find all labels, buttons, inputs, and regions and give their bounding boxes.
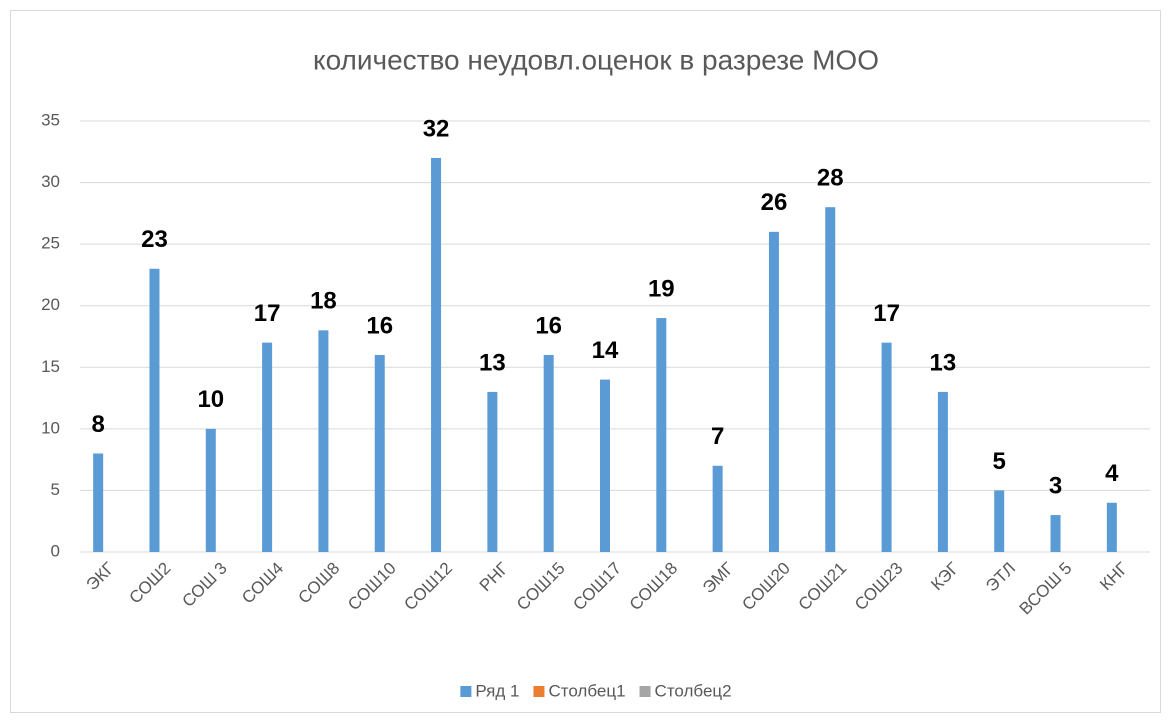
bar — [1050, 515, 1061, 552]
bar — [937, 391, 948, 552]
data-label: 16 — [366, 312, 393, 339]
bar — [600, 379, 610, 552]
y-tick-label: 0 — [51, 541, 60, 560]
data-label: 8 — [91, 411, 104, 438]
bar — [374, 354, 385, 552]
legend-swatch — [533, 686, 545, 697]
legend: Ряд 1 Столбец1 Столбец2 — [460, 681, 732, 700]
bar — [543, 354, 554, 552]
bar — [318, 330, 329, 552]
data-label: 28 — [817, 165, 844, 192]
bar — [93, 453, 104, 552]
data-label: 17 — [873, 300, 900, 327]
bar — [262, 342, 273, 552]
bar — [205, 428, 216, 552]
legend-swatch — [639, 686, 651, 697]
data-label: 4 — [1105, 460, 1119, 487]
legend-label: Столбец2 — [655, 681, 732, 700]
legend-swatch — [460, 686, 472, 697]
chart-border — [10, 10, 1161, 713]
data-label: 13 — [930, 349, 957, 376]
chart-title: количество неудовл.оценок в разрезе МОО — [313, 44, 879, 75]
y-tick-label: 20 — [41, 295, 60, 314]
data-label: 23 — [141, 226, 168, 253]
data-label: 18 — [310, 288, 337, 315]
bar — [431, 157, 442, 552]
data-label: 26 — [761, 189, 788, 216]
data-label: 13 — [479, 349, 506, 376]
legend-label: Столбец1 — [548, 681, 625, 700]
y-tick-label: 15 — [41, 357, 60, 376]
data-label: 16 — [535, 312, 562, 339]
bar — [656, 318, 667, 552]
bar — [712, 465, 723, 552]
data-label: 19 — [648, 275, 675, 302]
y-tick-label: 35 — [41, 110, 60, 129]
legend-label: Ряд 1 — [475, 681, 519, 700]
data-label: 3 — [1049, 472, 1062, 499]
bar — [825, 207, 836, 552]
data-label: 10 — [197, 386, 224, 413]
y-tick-label: 30 — [41, 172, 60, 191]
y-tick-label: 5 — [51, 480, 60, 499]
bar — [881, 342, 892, 552]
bar — [1106, 502, 1117, 552]
y-tick-label: 10 — [41, 418, 60, 437]
data-label: 5 — [993, 448, 1006, 475]
data-label: 14 — [592, 337, 619, 364]
data-label: 32 — [423, 115, 450, 142]
data-label: 17 — [254, 300, 281, 327]
y-tick-label: 25 — [41, 234, 60, 253]
bar — [768, 231, 779, 553]
bar — [487, 391, 498, 552]
bar — [994, 490, 1005, 552]
bar — [149, 268, 160, 552]
data-label: 7 — [711, 423, 724, 450]
